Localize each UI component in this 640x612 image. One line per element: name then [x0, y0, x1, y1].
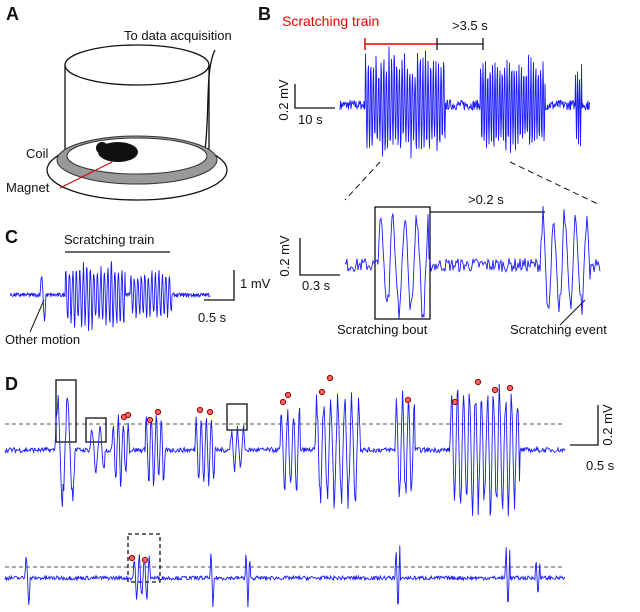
peak-marker	[124, 411, 132, 419]
peak-marker	[196, 406, 204, 414]
label: 1 mV	[240, 276, 271, 291]
peak-marker	[128, 554, 136, 562]
peak-marker	[141, 556, 149, 564]
zoom-line	[344, 161, 601, 206]
label: Scratching bout	[337, 322, 428, 337]
label: 10 s	[298, 112, 323, 127]
label: 0.5 s	[198, 310, 227, 325]
peak-marker	[326, 374, 334, 382]
pointer	[559, 299, 586, 326]
scale-bar	[570, 405, 599, 446]
scale-bar	[299, 238, 340, 276]
mouse-head	[96, 142, 108, 154]
scale-bar	[294, 84, 335, 109]
peak-marker	[318, 388, 326, 396]
label: Scratching train	[64, 232, 154, 247]
label: 0.2 mV	[277, 235, 292, 277]
peak-marker	[474, 378, 482, 386]
label: 0.2 mV	[600, 404, 615, 446]
trace	[339, 46, 591, 159]
label: >3.5 s	[452, 18, 488, 33]
mouse	[98, 142, 138, 162]
box	[55, 379, 77, 443]
peak-marker	[146, 416, 154, 424]
peak-marker	[279, 398, 287, 406]
floor	[66, 137, 208, 175]
label: 0.5 s	[586, 458, 615, 473]
peak-marker	[206, 408, 214, 416]
panel-label: C	[5, 227, 18, 247]
label: To data acquisition	[124, 28, 232, 43]
pointer	[59, 161, 113, 189]
trace	[4, 545, 566, 608]
wire	[204, 49, 216, 151]
peak-marker	[506, 384, 514, 392]
panel-label: D	[5, 374, 18, 394]
peak-marker	[154, 408, 162, 416]
peak-marker	[451, 398, 459, 406]
panel-label: A	[6, 4, 19, 24]
bracket	[364, 38, 437, 50]
box	[127, 533, 161, 583]
cylinder-top	[64, 44, 210, 86]
scale-bar	[204, 270, 235, 301]
panel-label: B	[258, 4, 271, 24]
trace	[9, 261, 211, 331]
label: 0.2 mV	[276, 79, 291, 121]
label: Other motion	[5, 332, 80, 347]
trace	[344, 206, 601, 320]
peak-marker	[491, 386, 499, 394]
pointer	[29, 299, 45, 333]
peak-marker	[404, 396, 412, 404]
trace	[4, 383, 566, 517]
label: >0.2 s	[468, 192, 504, 207]
box	[85, 417, 107, 443]
label: Coil	[26, 146, 49, 161]
label: Scratching train	[282, 13, 379, 29]
bracket	[436, 38, 484, 50]
traces	[4, 46, 601, 608]
label: Scratching event	[510, 322, 607, 337]
peak-marker	[284, 391, 292, 399]
label: 0.3 s	[302, 278, 331, 293]
label: Magnet	[6, 180, 50, 195]
